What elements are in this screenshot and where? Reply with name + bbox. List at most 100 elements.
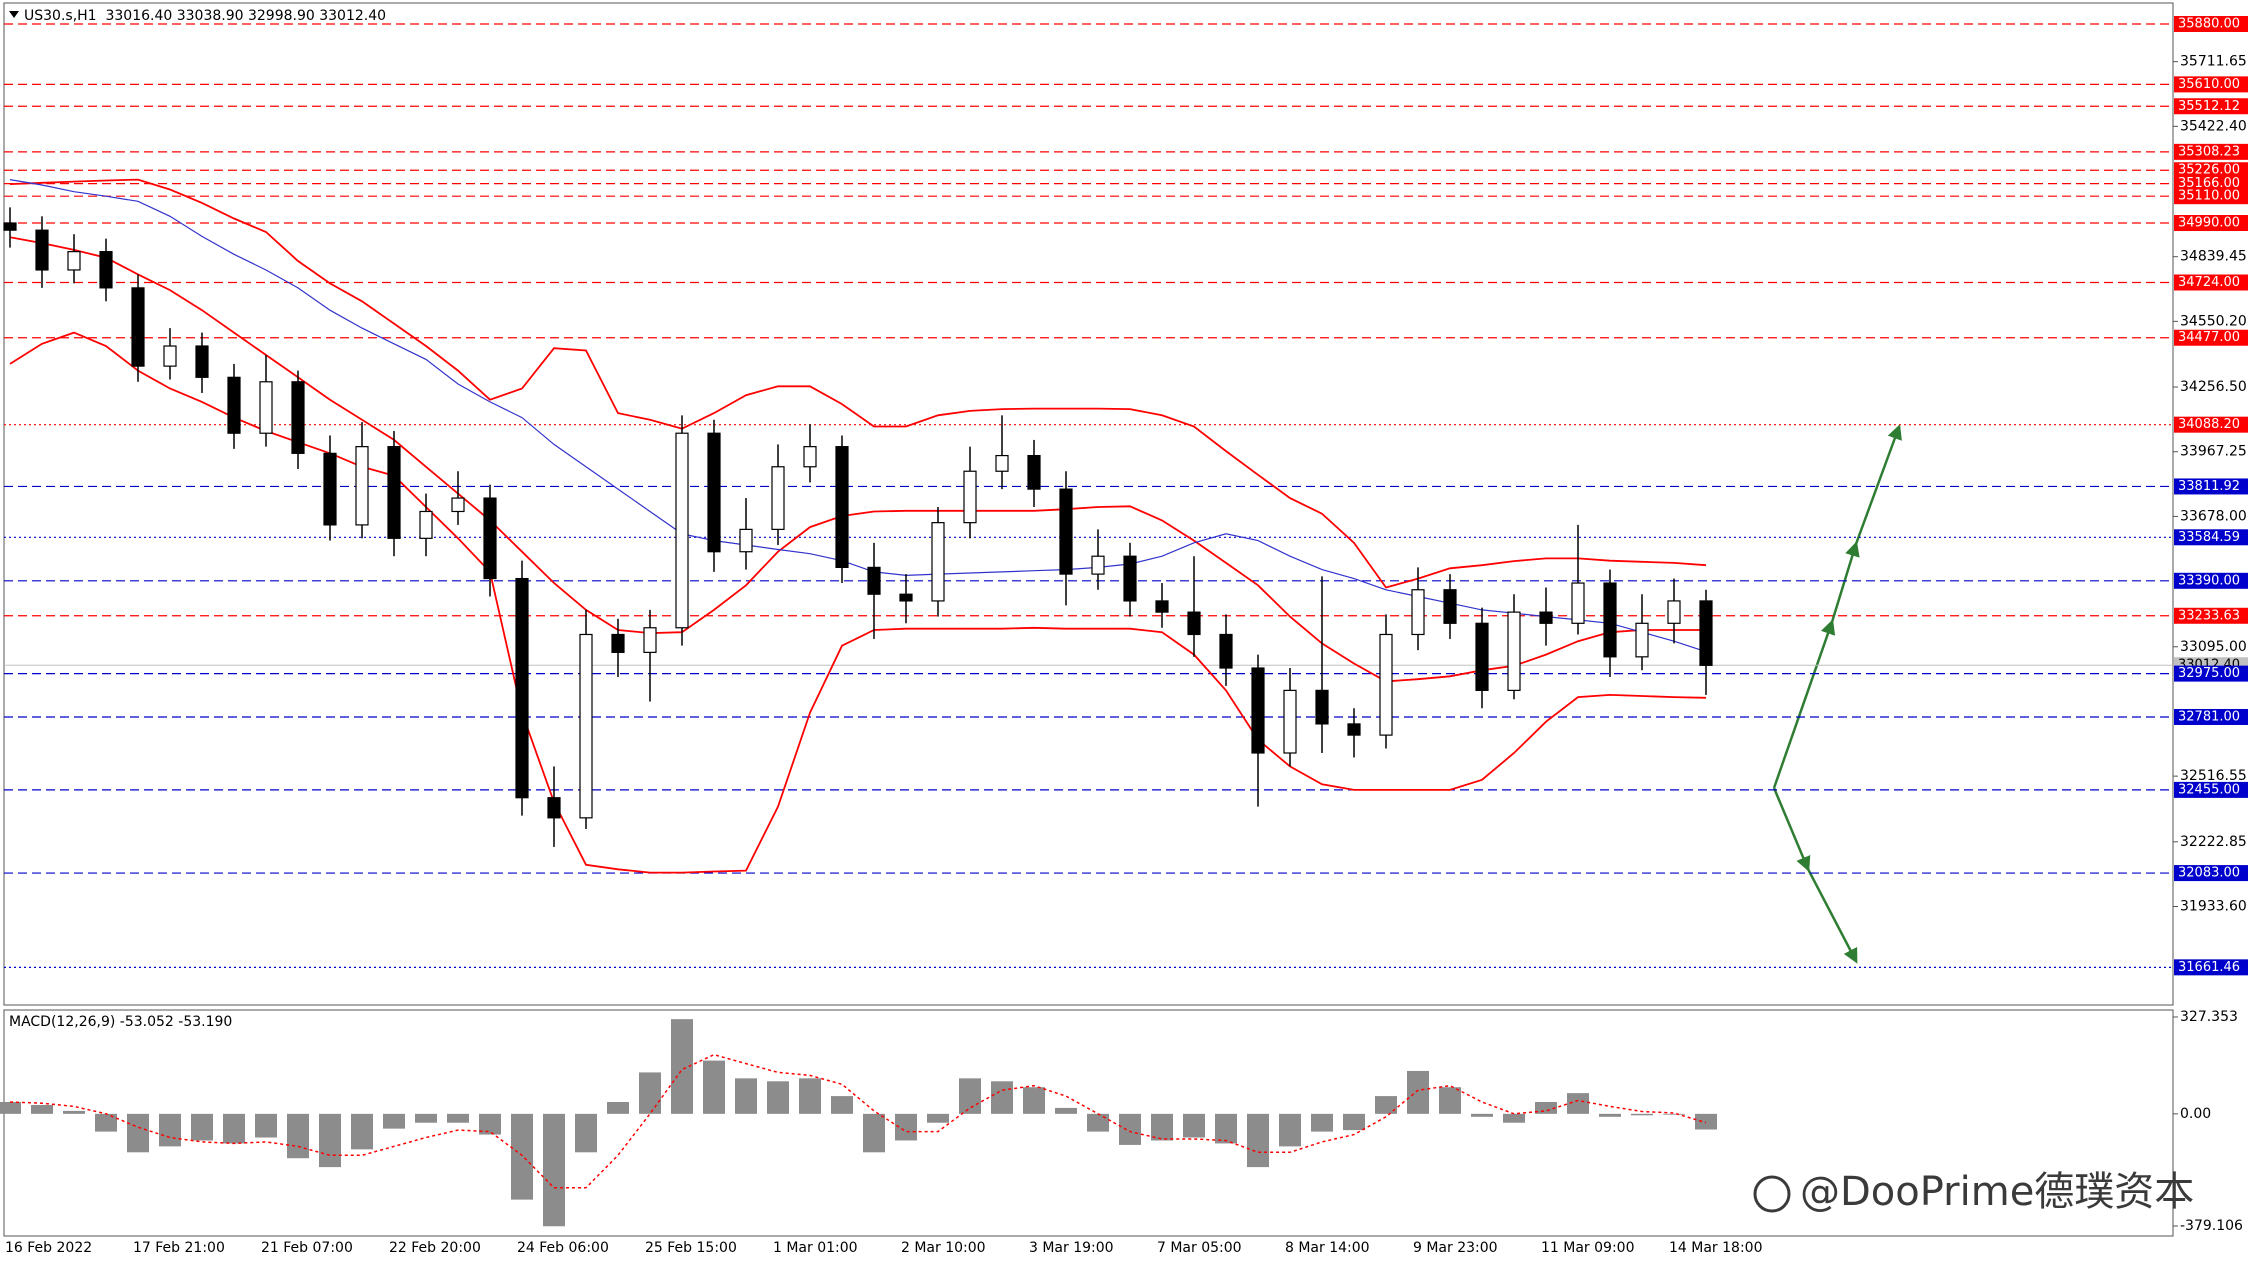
macd-bar (511, 1113, 533, 1200)
macd-bar (415, 1113, 437, 1123)
candle-body (1603, 582, 1617, 658)
macd-bar (959, 1078, 981, 1114)
level-label-bg (2174, 478, 2248, 495)
candle-body (1411, 589, 1425, 636)
indicator-line (9, 178, 1707, 589)
candle-body (707, 432, 721, 553)
macd-bar (319, 1113, 341, 1168)
macd-bar (639, 1072, 661, 1114)
candle-body (1219, 633, 1233, 669)
candle-body (1347, 723, 1361, 736)
y-tick-label: 0.00 (2180, 1106, 2211, 1122)
macd-bar (223, 1113, 245, 1144)
level-label: 35166.00 (2178, 176, 2240, 191)
level-label-bg (2174, 708, 2248, 725)
candle-body (611, 633, 625, 653)
macd-bar (1247, 1113, 1269, 1168)
level-label: 35110.00 (2178, 189, 2240, 204)
macd-bar (671, 1019, 693, 1114)
macd-bar (1151, 1113, 1173, 1141)
level-label-bg (2174, 865, 2248, 882)
x-tick-label: 8 Mar 14:00 (1285, 1240, 1370, 1256)
level-label: 35512.12 (2178, 99, 2240, 114)
macd-bar (703, 1060, 725, 1114)
candle-body (931, 522, 945, 602)
y-tick-label: 33967.25 (2180, 444, 2247, 460)
y-tick-label: 32516.55 (2180, 768, 2247, 784)
macd-bar (1215, 1113, 1237, 1144)
macd-bar (95, 1113, 117, 1132)
macd-bar (543, 1113, 565, 1227)
candle-body (1315, 689, 1329, 725)
symbol-marker (9, 11, 19, 18)
level-label-bg (2174, 143, 2248, 160)
macd-bar (863, 1113, 885, 1153)
macd-bar (575, 1113, 597, 1153)
signal-line (9, 1053, 1707, 1189)
macd-bar (607, 1102, 629, 1114)
level-label: 35308.23 (2178, 144, 2240, 159)
macd-bar (159, 1113, 181, 1147)
x-tick-label: 11 Mar 09:00 (1541, 1240, 1634, 1256)
macd-bar (767, 1081, 789, 1114)
level-label: 33584.59 (2178, 530, 2240, 545)
macd-bar (927, 1113, 949, 1123)
x-tick-label: 7 Mar 05:00 (1157, 1240, 1242, 1256)
candle-body (259, 381, 273, 434)
x-tick-label: 16 Feb 2022 (5, 1240, 92, 1256)
macd-bar (1087, 1113, 1109, 1132)
candle-body (227, 376, 241, 434)
candle-body (195, 345, 209, 378)
macd-bar (1695, 1113, 1717, 1130)
candle-body (163, 345, 177, 367)
candle-body (995, 454, 1009, 472)
macd-bar (1503, 1113, 1525, 1123)
chart-header: US30.s,H1 33016.40 33038.90 32998.90 330… (24, 8, 386, 24)
x-tick-label: 25 Feb 15:00 (645, 1240, 737, 1256)
level-label: 34088.20 (2178, 417, 2240, 432)
arrow-up-2 (1830, 541, 1860, 623)
candle-body (643, 627, 657, 653)
candle-body (1539, 611, 1553, 624)
y-tick-label: -379.106 (2180, 1218, 2243, 1234)
candle-body (387, 446, 401, 539)
x-tick-label: 9 Mar 23:00 (1413, 1240, 1498, 1256)
macd-bar (831, 1096, 853, 1114)
macd-bar (191, 1113, 213, 1141)
level-label-bg (2174, 15, 2248, 32)
macd-bar (1023, 1087, 1045, 1114)
level-label-bg (2174, 665, 2248, 682)
candle-body (131, 287, 145, 367)
x-tick-label: 2 Mar 10:00 (901, 1240, 986, 1256)
candle-body (1027, 454, 1041, 490)
level-label: 33233.63 (2178, 608, 2240, 623)
candle-body (1251, 667, 1265, 754)
macd-bar (31, 1104, 53, 1114)
candle-body (1635, 622, 1649, 658)
candle-body (1475, 622, 1489, 691)
macd-bar (1279, 1113, 1301, 1147)
macd-bar (287, 1113, 309, 1159)
macd-bar (255, 1113, 277, 1138)
level-label: 34477.00 (2178, 330, 2240, 345)
candle-body (1283, 689, 1297, 754)
candle-body (419, 510, 433, 539)
macd-bar (1375, 1096, 1397, 1114)
macd-bar (479, 1113, 501, 1135)
macd-bar (1407, 1070, 1429, 1114)
macd-bar (0, 1102, 21, 1114)
level-label-bg (2174, 274, 2248, 291)
y-tick-label: 34839.45 (2180, 249, 2247, 265)
y-tick-label: 34550.20 (2180, 313, 2247, 329)
y-tick-label: 34256.50 (2180, 379, 2247, 395)
x-tick-label: 21 Feb 07:00 (261, 1240, 353, 1256)
candle-body (1667, 600, 1681, 624)
candle-body (35, 229, 49, 271)
y-tick-label: 31933.60 (2180, 898, 2247, 914)
indicator-line (9, 236, 1706, 683)
candle-body (1123, 555, 1137, 602)
arrow-down-1 (1772, 787, 1811, 872)
candle-body (1507, 611, 1521, 691)
candle-body (675, 432, 689, 629)
